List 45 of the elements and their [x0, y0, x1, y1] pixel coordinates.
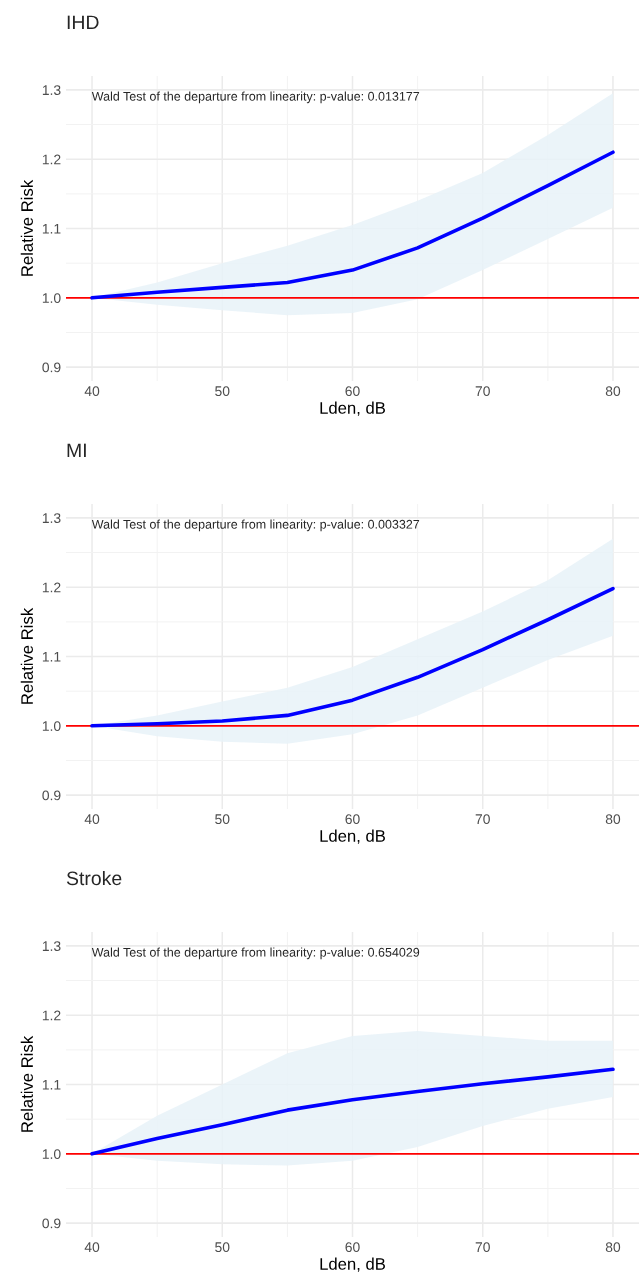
y-tick-label: 1.0	[42, 293, 61, 303]
y-axis-title: Relative Risk	[20, 607, 33, 704]
x-tick-label: 70	[475, 1242, 490, 1253]
y-tick-label: 1.2	[42, 1010, 61, 1021]
line-series	[90, 150, 615, 300]
y-tick-label: 1.3	[42, 513, 61, 524]
y-axis-title: Relative Risk	[20, 1035, 33, 1132]
x-axis-title: Lden, dB	[320, 829, 385, 844]
y-tick-label: 1.3	[42, 941, 61, 952]
x-tick-label: 70	[475, 814, 490, 825]
annotation: Wald Test of the departure from linearity: p-value: 0.003327	[91, 519, 420, 532]
chart-title: IHD	[67, 15, 99, 30]
x-axis-title: Lden, dB	[320, 401, 385, 416]
y-tick-label: 1.0	[42, 721, 61, 731]
x-tick-label: 50	[215, 814, 230, 825]
y-tick-label: 1.1	[42, 651, 61, 662]
x-tick-label: 80	[605, 1242, 621, 1253]
x-tick-label: 60	[345, 1242, 360, 1253]
y-tick-label: 0.9	[42, 1218, 61, 1229]
x-axis-title: Lden, dB	[320, 1257, 385, 1272]
annotation: Wald Test of the departure from linearity: p-value: 0.013177	[91, 91, 420, 104]
chart-title: Stroke	[66, 870, 122, 886]
line-series	[90, 586, 615, 728]
x-tick-label: 40	[84, 1242, 100, 1253]
y-tick-label: 1.3	[42, 85, 61, 96]
x-tick-label: 50	[215, 1242, 230, 1253]
y-tick-label: 0.9	[42, 790, 61, 801]
x-tick-label: 40	[84, 814, 100, 825]
x-tick-label: 70	[475, 386, 490, 397]
y-tick-label: 1.1	[42, 223, 61, 234]
line-series	[90, 1067, 615, 1156]
chart-title: MI	[67, 443, 86, 458]
annotation: Wald Test of the departure from linearity: p-value: 0.654029	[91, 947, 420, 960]
y-tick-label: 1.2	[42, 154, 61, 165]
x-tick-label: 50	[215, 386, 230, 397]
x-tick-label: 40	[84, 386, 100, 397]
y-tick-label: 1.2	[42, 582, 61, 593]
x-tick-label: 60	[345, 386, 360, 397]
x-tick-label: 60	[345, 814, 360, 825]
x-tick-label: 80	[605, 814, 621, 825]
y-tick-label: 0.9	[42, 362, 61, 373]
y-axis-title: Relative Risk	[20, 179, 33, 276]
x-tick-label: 80	[605, 386, 621, 397]
y-tick-label: 1.0	[42, 1149, 61, 1159]
y-tick-label: 1.1	[42, 1079, 61, 1090]
